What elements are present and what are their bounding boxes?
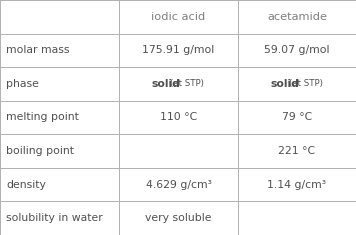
Text: iodic acid: iodic acid <box>151 12 206 22</box>
Text: solid: solid <box>152 79 181 89</box>
Text: (at STP): (at STP) <box>171 79 204 88</box>
Text: phase: phase <box>6 79 39 89</box>
Text: very soluble: very soluble <box>145 213 212 223</box>
Text: 1.14 g/cm³: 1.14 g/cm³ <box>267 180 326 190</box>
Text: acetamide: acetamide <box>267 12 327 22</box>
Text: molar mass: molar mass <box>6 45 70 55</box>
Text: 59.07 g/mol: 59.07 g/mol <box>264 45 330 55</box>
Text: 110 °C: 110 °C <box>160 113 197 122</box>
Text: 79 °C: 79 °C <box>282 113 312 122</box>
Text: melting point: melting point <box>6 113 79 122</box>
Text: 221 °C: 221 °C <box>278 146 315 156</box>
Text: 4.629 g/cm³: 4.629 g/cm³ <box>146 180 211 190</box>
Text: boiling point: boiling point <box>6 146 74 156</box>
Text: density: density <box>6 180 46 190</box>
Text: (at STP): (at STP) <box>289 79 323 88</box>
Text: solid: solid <box>270 79 299 89</box>
Text: 175.91 g/mol: 175.91 g/mol <box>142 45 215 55</box>
Text: solubility in water: solubility in water <box>6 213 103 223</box>
